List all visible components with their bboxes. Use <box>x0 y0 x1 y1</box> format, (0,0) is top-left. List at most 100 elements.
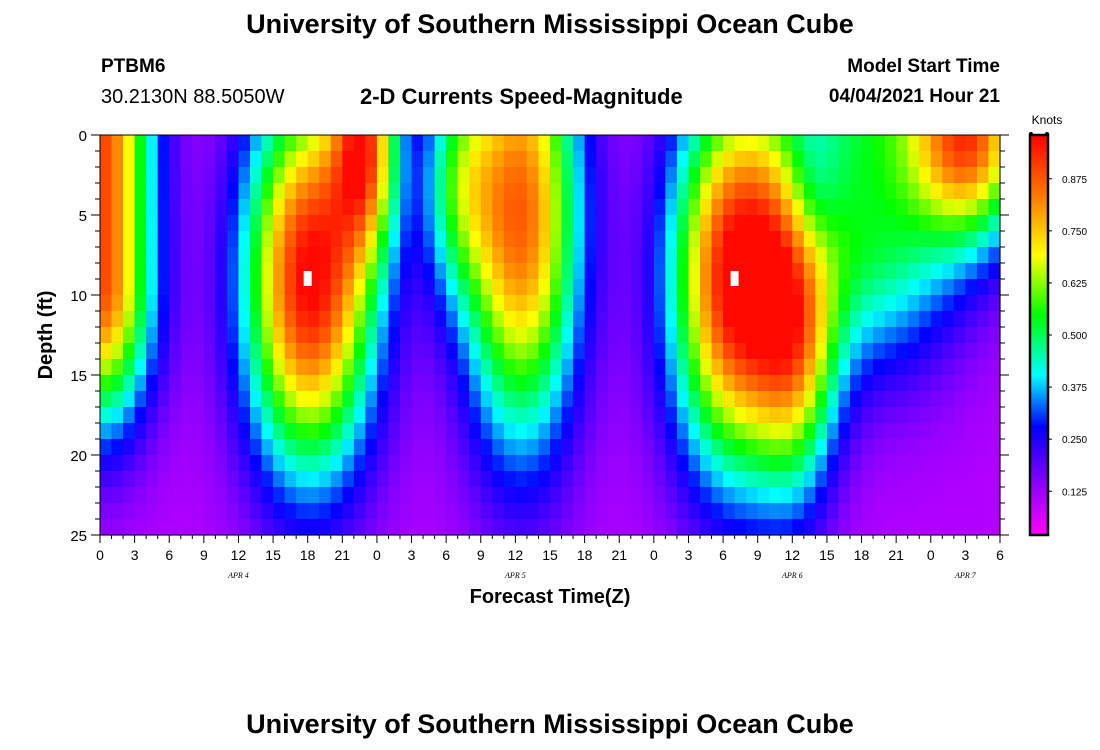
heatmap-cell <box>665 167 678 184</box>
heatmap-cell <box>353 359 366 376</box>
heatmap-cell <box>319 199 332 216</box>
heatmap-cell <box>284 295 297 312</box>
heatmap-cell <box>838 343 851 360</box>
heatmap-cell <box>653 407 666 424</box>
heatmap-cell <box>838 439 851 456</box>
heatmap-cell <box>896 215 909 232</box>
heatmap-cell <box>919 455 932 472</box>
heatmap-cell <box>896 247 909 264</box>
heatmap-cell <box>203 183 216 200</box>
heatmap-cell <box>100 231 113 248</box>
heatmap-cell <box>492 375 505 392</box>
x-tick-label: 0 <box>373 547 381 563</box>
heatmap-cell <box>492 311 505 328</box>
heatmap-cell <box>873 455 886 472</box>
heatmap-cell <box>215 135 228 152</box>
heatmap-cell <box>526 503 540 520</box>
heatmap-cell <box>838 295 851 312</box>
heatmap-cell <box>400 295 413 312</box>
heatmap-cell <box>942 167 955 184</box>
heatmap-cell <box>388 279 401 296</box>
heatmap-cell <box>296 199 309 216</box>
heatmap-cell <box>215 183 228 200</box>
heatmap-cell <box>296 151 309 168</box>
heatmap-cell <box>930 343 943 360</box>
date-label: APR 4 <box>227 571 249 580</box>
heatmap-cell <box>988 455 1001 472</box>
heatmap-cell <box>480 295 493 312</box>
heatmap-cell <box>526 247 540 264</box>
heatmap-cell <box>711 231 724 248</box>
heatmap-cell <box>526 423 540 440</box>
heatmap-cell <box>457 503 470 520</box>
heatmap-cell <box>503 439 516 456</box>
heatmap-cell <box>573 439 586 456</box>
heatmap-cell <box>250 215 263 232</box>
heatmap-cell <box>838 279 851 296</box>
heatmap-cell <box>538 343 551 360</box>
heatmap-cell <box>734 359 747 376</box>
heatmap-cell <box>376 279 390 296</box>
heatmap-cell <box>550 311 563 328</box>
heatmap-cell <box>388 455 401 472</box>
heatmap-cell <box>619 311 632 328</box>
heatmap-cell <box>584 455 597 472</box>
heatmap-cell <box>123 167 136 184</box>
heatmap-cell <box>746 263 759 280</box>
heatmap-cell <box>411 199 424 216</box>
heatmap-cell <box>146 359 159 376</box>
heatmap-cell <box>711 183 724 200</box>
heatmap-cell <box>826 407 840 424</box>
heatmap-cell <box>469 311 482 328</box>
heatmap-cell <box>423 487 436 504</box>
heatmap-cell <box>538 327 551 344</box>
heatmap-cell <box>838 231 851 248</box>
heatmap-cell <box>734 151 747 168</box>
heatmap-cell <box>896 343 909 360</box>
heatmap-cell <box>169 343 182 360</box>
heatmap-cell <box>515 503 528 520</box>
heatmap-cell <box>619 407 632 424</box>
heatmap-cell <box>146 519 159 536</box>
x-tick-label: 0 <box>927 547 935 563</box>
heatmap-cell <box>330 327 343 344</box>
heatmap-cell <box>723 471 736 488</box>
heatmap-cell <box>930 391 943 408</box>
heatmap-cell <box>330 295 343 312</box>
heatmap-cell <box>284 439 297 456</box>
heatmap-cell <box>134 327 147 344</box>
heatmap-cell <box>907 199 920 216</box>
heatmap-cell <box>953 151 966 168</box>
heatmap-cell <box>526 375 540 392</box>
heatmap-cell <box>365 391 378 408</box>
heatmap-cell <box>850 471 863 488</box>
heatmap-cell <box>411 423 424 440</box>
heatmap-cell <box>365 311 378 328</box>
heatmap-cell <box>734 391 747 408</box>
heatmap-cell <box>803 135 816 152</box>
heatmap-cell <box>907 375 920 392</box>
heatmap-cell <box>665 311 678 328</box>
heatmap-cell <box>965 151 978 168</box>
heatmap-cell <box>619 183 632 200</box>
heatmap-cell <box>261 311 274 328</box>
x-tick-label: 3 <box>131 547 139 563</box>
heatmap-cell <box>503 423 516 440</box>
heatmap-cell <box>146 279 159 296</box>
heatmap-cell <box>353 343 366 360</box>
heatmap-cell <box>873 231 886 248</box>
heatmap-cell <box>100 359 113 376</box>
heatmap-cell <box>330 231 343 248</box>
heatmap-cell <box>584 295 597 312</box>
heatmap-cell <box>573 167 586 184</box>
heatmap-cell <box>157 343 170 360</box>
heatmap-cell <box>919 391 932 408</box>
heatmap-cell <box>226 519 240 536</box>
heatmap-cell <box>850 231 863 248</box>
heatmap-cell <box>503 455 516 472</box>
heatmap-cell <box>826 375 840 392</box>
heatmap-cell <box>688 199 701 216</box>
heatmap-cell <box>157 215 170 232</box>
heatmap-cell <box>284 327 297 344</box>
heatmap-cell <box>976 215 990 232</box>
